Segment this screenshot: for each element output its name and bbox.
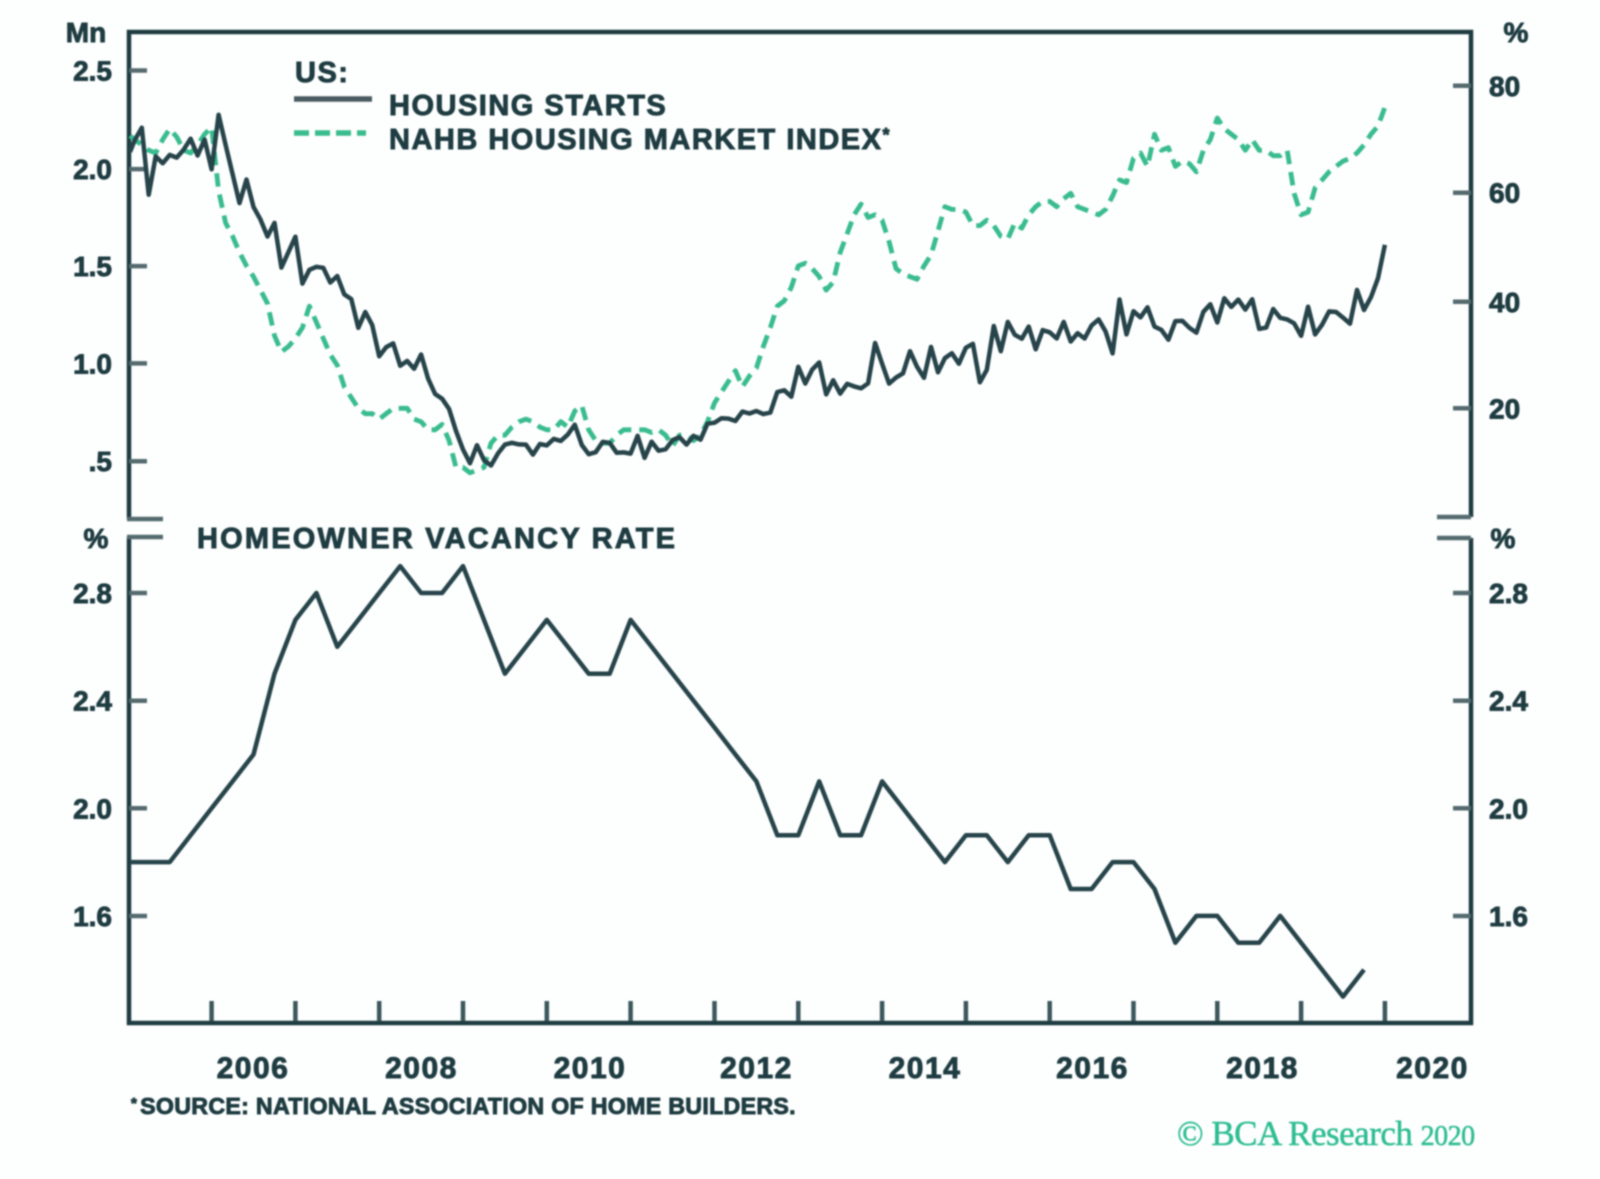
svg-text:%: % bbox=[84, 523, 109, 554]
svg-text:2008: 2008 bbox=[385, 1052, 458, 1085]
svg-text:Mn: Mn bbox=[66, 17, 106, 48]
svg-text:2.0: 2.0 bbox=[1489, 793, 1528, 824]
svg-text:US:: US: bbox=[295, 57, 349, 89]
svg-text:2.5: 2.5 bbox=[73, 56, 112, 87]
svg-text:%: % bbox=[1504, 17, 1529, 48]
svg-text:2006: 2006 bbox=[217, 1052, 290, 1085]
svg-text:2.4: 2.4 bbox=[73, 686, 112, 717]
svg-text:2012: 2012 bbox=[720, 1052, 793, 1085]
svg-text:HOUSING STARTS: HOUSING STARTS bbox=[389, 90, 667, 122]
svg-text:2018: 2018 bbox=[1226, 1052, 1299, 1085]
svg-text:2014: 2014 bbox=[889, 1052, 962, 1085]
svg-text:2.0: 2.0 bbox=[73, 154, 112, 185]
svg-text:60: 60 bbox=[1489, 178, 1520, 209]
svg-text:2.8: 2.8 bbox=[1489, 578, 1528, 609]
svg-text:2.4: 2.4 bbox=[1489, 686, 1528, 717]
svg-text:%: % bbox=[1491, 523, 1516, 554]
svg-text:HOMEOWNER VACANCY RATE: HOMEOWNER VACANCY RATE bbox=[197, 523, 677, 555]
svg-text:.5: .5 bbox=[89, 446, 112, 477]
svg-text:2.0: 2.0 bbox=[73, 793, 112, 824]
svg-text:80: 80 bbox=[1489, 71, 1520, 102]
svg-text:*SOURCE: NATIONAL ASSOCIATION: * SOURCE: NATIONAL ASSOCIATION OF HOME BU… bbox=[131, 1093, 796, 1119]
svg-text:1.6: 1.6 bbox=[73, 901, 112, 932]
svg-text:20: 20 bbox=[1489, 393, 1520, 424]
svg-text:2010: 2010 bbox=[554, 1052, 627, 1085]
svg-text:2.8: 2.8 bbox=[73, 578, 112, 609]
svg-text:NAHB HOUSING MARKET INDEX*: NAHB HOUSING MARKET INDEX* bbox=[389, 124, 891, 156]
svg-text:2020: 2020 bbox=[1396, 1052, 1469, 1085]
svg-text:© BCΑ Research 2020: © BCΑ Research 2020 bbox=[1177, 1114, 1475, 1153]
svg-text:1.0: 1.0 bbox=[73, 348, 112, 379]
svg-text:1.5: 1.5 bbox=[73, 251, 112, 282]
svg-text:2016: 2016 bbox=[1056, 1052, 1129, 1085]
svg-text:1.6: 1.6 bbox=[1489, 901, 1528, 932]
svg-text:40: 40 bbox=[1489, 287, 1520, 318]
